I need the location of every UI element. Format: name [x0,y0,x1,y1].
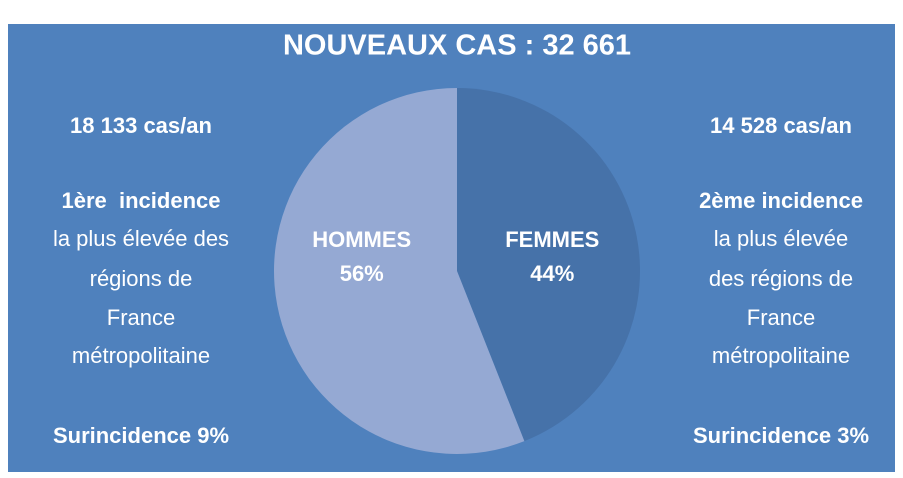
annotation-line: France [747,305,815,330]
annotation-line: 18 133 cas/an [70,113,212,138]
slice-value: 44% [530,261,574,286]
slice-label: FEMMES [505,227,599,252]
annotation-line: régions de [90,266,193,291]
annotation-line: la plus élevée des [53,226,229,251]
annotation-line: Surincidence 3% [693,423,869,448]
slice-label: HOMMES [312,227,411,252]
annotation-line: France [107,305,175,330]
pie-slice [274,88,525,455]
chart-title: NOUVEAUX CAS : 32 661 [283,30,631,62]
annotation-line: la plus élevée [714,226,849,251]
annotation-line: 1ère incidence [62,188,221,213]
annotation-line: Surincidence 9% [53,423,229,448]
annotation-line: 2ème incidence [699,188,863,213]
annotation-line: 14 528 cas/an [710,113,852,138]
annotation-line: métropolitaine [72,343,210,368]
pie-slice [457,88,641,442]
slice-value: 56% [340,261,384,286]
annotation-line: métropolitaine [712,343,850,368]
annotation-line: des régions de [709,266,853,291]
